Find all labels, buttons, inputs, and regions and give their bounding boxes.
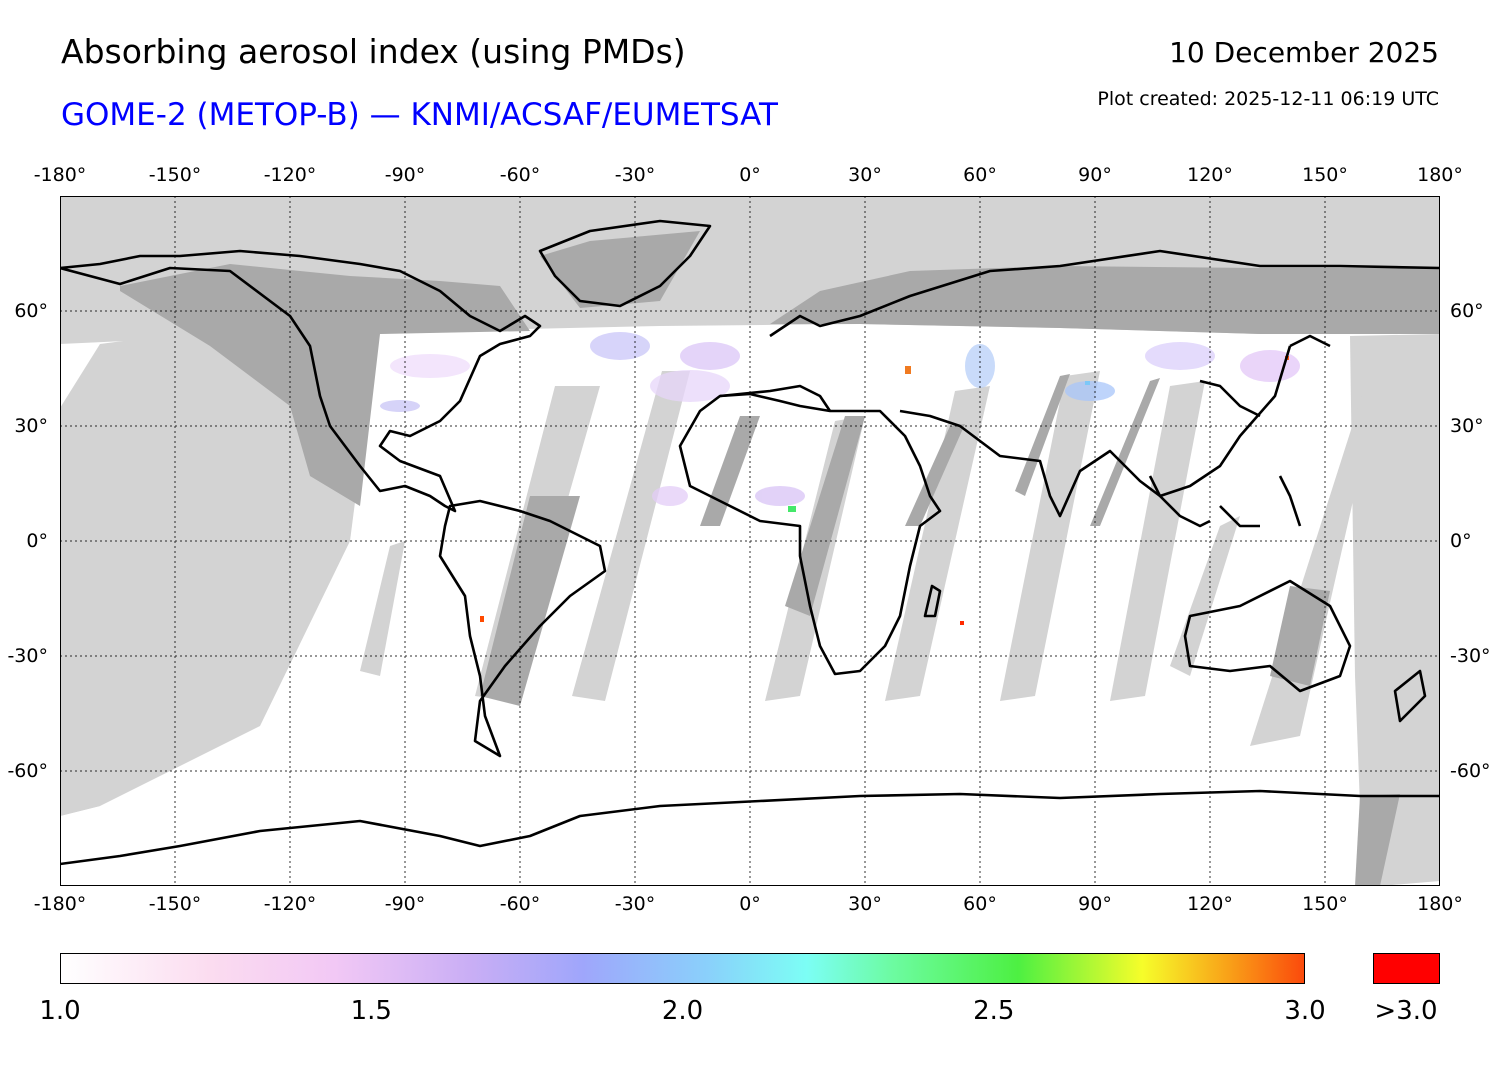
plot-created-timestamp: Plot created: 2025-12-11 06:19 UTC [1097, 88, 1439, 110]
colorbar-tick-label: 2.0 [661, 996, 704, 1026]
aerosol-pixel [788, 506, 796, 512]
lon-tick-label-bottom: -30° [614, 893, 656, 915]
lon-tick-label-bottom: -150° [148, 893, 202, 915]
swath-gap-5 [1000, 371, 1100, 701]
colorbar-tick-label: 1.0 [39, 996, 81, 1026]
central-asia-no-data-strip [1015, 374, 1070, 496]
lon-tick-label-top: -90° [384, 164, 426, 186]
lon-tick-label-bottom: 180° [1417, 893, 1463, 915]
coastlines [60, 219, 1440, 866]
east-africa-no-data-strip [905, 424, 965, 526]
australia-coast [1183, 579, 1352, 693]
world-map [60, 196, 1440, 886]
aerosol-pixel [480, 616, 484, 622]
lat-tick-label-right: 0° [1450, 530, 1472, 552]
south-asia-no-data-strip [1090, 378, 1160, 526]
lon-tick-label-top: 150° [1302, 164, 1348, 186]
aerosol-index-pixels [380, 332, 1300, 506]
lon-tick-label-bottom: -180° [33, 893, 87, 915]
lat-tick-label-left: 0° [26, 530, 48, 552]
antarctica-no-data-strip [1355, 794, 1400, 886]
lat-tick-label-left: 30° [14, 415, 48, 437]
aerosol-pixel [1085, 381, 1090, 385]
lon-tick-label-bottom: -90° [384, 893, 426, 915]
graticule [60, 196, 1440, 886]
lon-tick-label-bottom: 30° [848, 893, 882, 915]
observation-date: 10 December 2025 [1169, 36, 1439, 69]
lat-tick-label-left: 60° [14, 300, 48, 322]
lon-tick-label-bottom: 90° [1078, 893, 1112, 915]
colorbar [60, 953, 1305, 984]
north-america-coast [60, 249, 542, 513]
swath-gap-8 [1170, 516, 1240, 676]
lon-tick-label-top: 90° [1078, 164, 1112, 186]
antarctica-coast [60, 789, 1440, 866]
south-america-no-data-strip [480, 496, 580, 706]
lat-tick-label-right: -60° [1450, 760, 1491, 782]
southeast-asia-islands-coast [1148, 475, 1302, 528]
eurasia-no-data [770, 266, 1440, 334]
australia-no-data-strip [1270, 586, 1330, 686]
lon-tick-label-top: -30° [614, 164, 656, 186]
central-africa-no-data-strip [785, 416, 865, 616]
new-zealand-coast [1393, 669, 1427, 723]
west-edge-no-data [60, 408, 100, 816]
swath-gap-4 [885, 386, 990, 701]
colorbar-tick-label: 3.0 [1284, 996, 1326, 1026]
lat-tick-label-right: 60° [1450, 300, 1484, 322]
south-america-coast [438, 499, 607, 758]
lon-tick-label-top: 60° [963, 164, 997, 186]
swath-gap-7 [360, 541, 405, 676]
aerosol-patch [1240, 350, 1300, 382]
lat-tick-label-left: -30° [7, 645, 48, 667]
lon-tick-label-bottom: 120° [1187, 893, 1233, 915]
aerosol-pixel [905, 366, 911, 374]
lat-tick-label-right: 30° [1450, 415, 1484, 437]
aerosol-patch [755, 486, 805, 506]
lon-tick-label-top: 30° [848, 164, 882, 186]
lon-tick-label-bottom: 150° [1302, 893, 1348, 915]
colorbar-tick-label: 1.5 [350, 996, 392, 1026]
map-title: Absorbing aerosol index (using PMDs) [61, 32, 686, 71]
aerosol-patch [380, 400, 420, 412]
aerosol-patch [1065, 381, 1115, 401]
map-subtitle: GOME-2 (METOP-B) — KNMI/ACSAF/EUMETSAT [61, 97, 778, 133]
lon-tick-label-top: 0° [739, 164, 761, 186]
east-edge-no-data [1350, 334, 1440, 886]
lon-tick-label-top: 180° [1417, 164, 1463, 186]
aerosol-patch [650, 370, 730, 402]
aerosol-patch [1145, 342, 1215, 370]
greenland-no-data [540, 231, 700, 308]
map-frame [60, 196, 1440, 886]
colorbar-over-label: >3.0 [1374, 996, 1438, 1026]
lon-tick-label-top: 120° [1187, 164, 1233, 186]
lon-tick-label-top: -150° [148, 164, 202, 186]
lon-tick-label-top: -60° [499, 164, 541, 186]
madagascar-coast [923, 584, 942, 618]
lon-tick-label-bottom: -120° [263, 893, 317, 915]
lon-tick-label-bottom: 0° [739, 893, 761, 915]
aerosol-pixel [960, 621, 964, 625]
lon-tick-label-bottom: 60° [963, 893, 997, 915]
lat-tick-label-right: -30° [1450, 645, 1491, 667]
aerosol-patch [390, 354, 470, 378]
north-america-no-data [120, 264, 530, 506]
aerosol-patch [590, 332, 650, 360]
africa-coast [678, 392, 942, 676]
swath-gap-6 [1110, 381, 1205, 701]
lon-tick-label-top: -180° [33, 164, 87, 186]
greenland-coast [538, 219, 712, 308]
lon-tick-label-top: -120° [263, 164, 317, 186]
swath-gap-2 [572, 371, 690, 701]
aerosol-patch [652, 486, 688, 506]
japan-korea-coast [1199, 334, 1331, 418]
colorbar-tick-label: 2.5 [973, 996, 1015, 1026]
colorbar-over-range [1373, 953, 1440, 984]
lon-tick-label-bottom: -60° [499, 893, 541, 915]
lat-tick-label-left: -60° [7, 760, 48, 782]
aerosol-patch [680, 342, 740, 370]
